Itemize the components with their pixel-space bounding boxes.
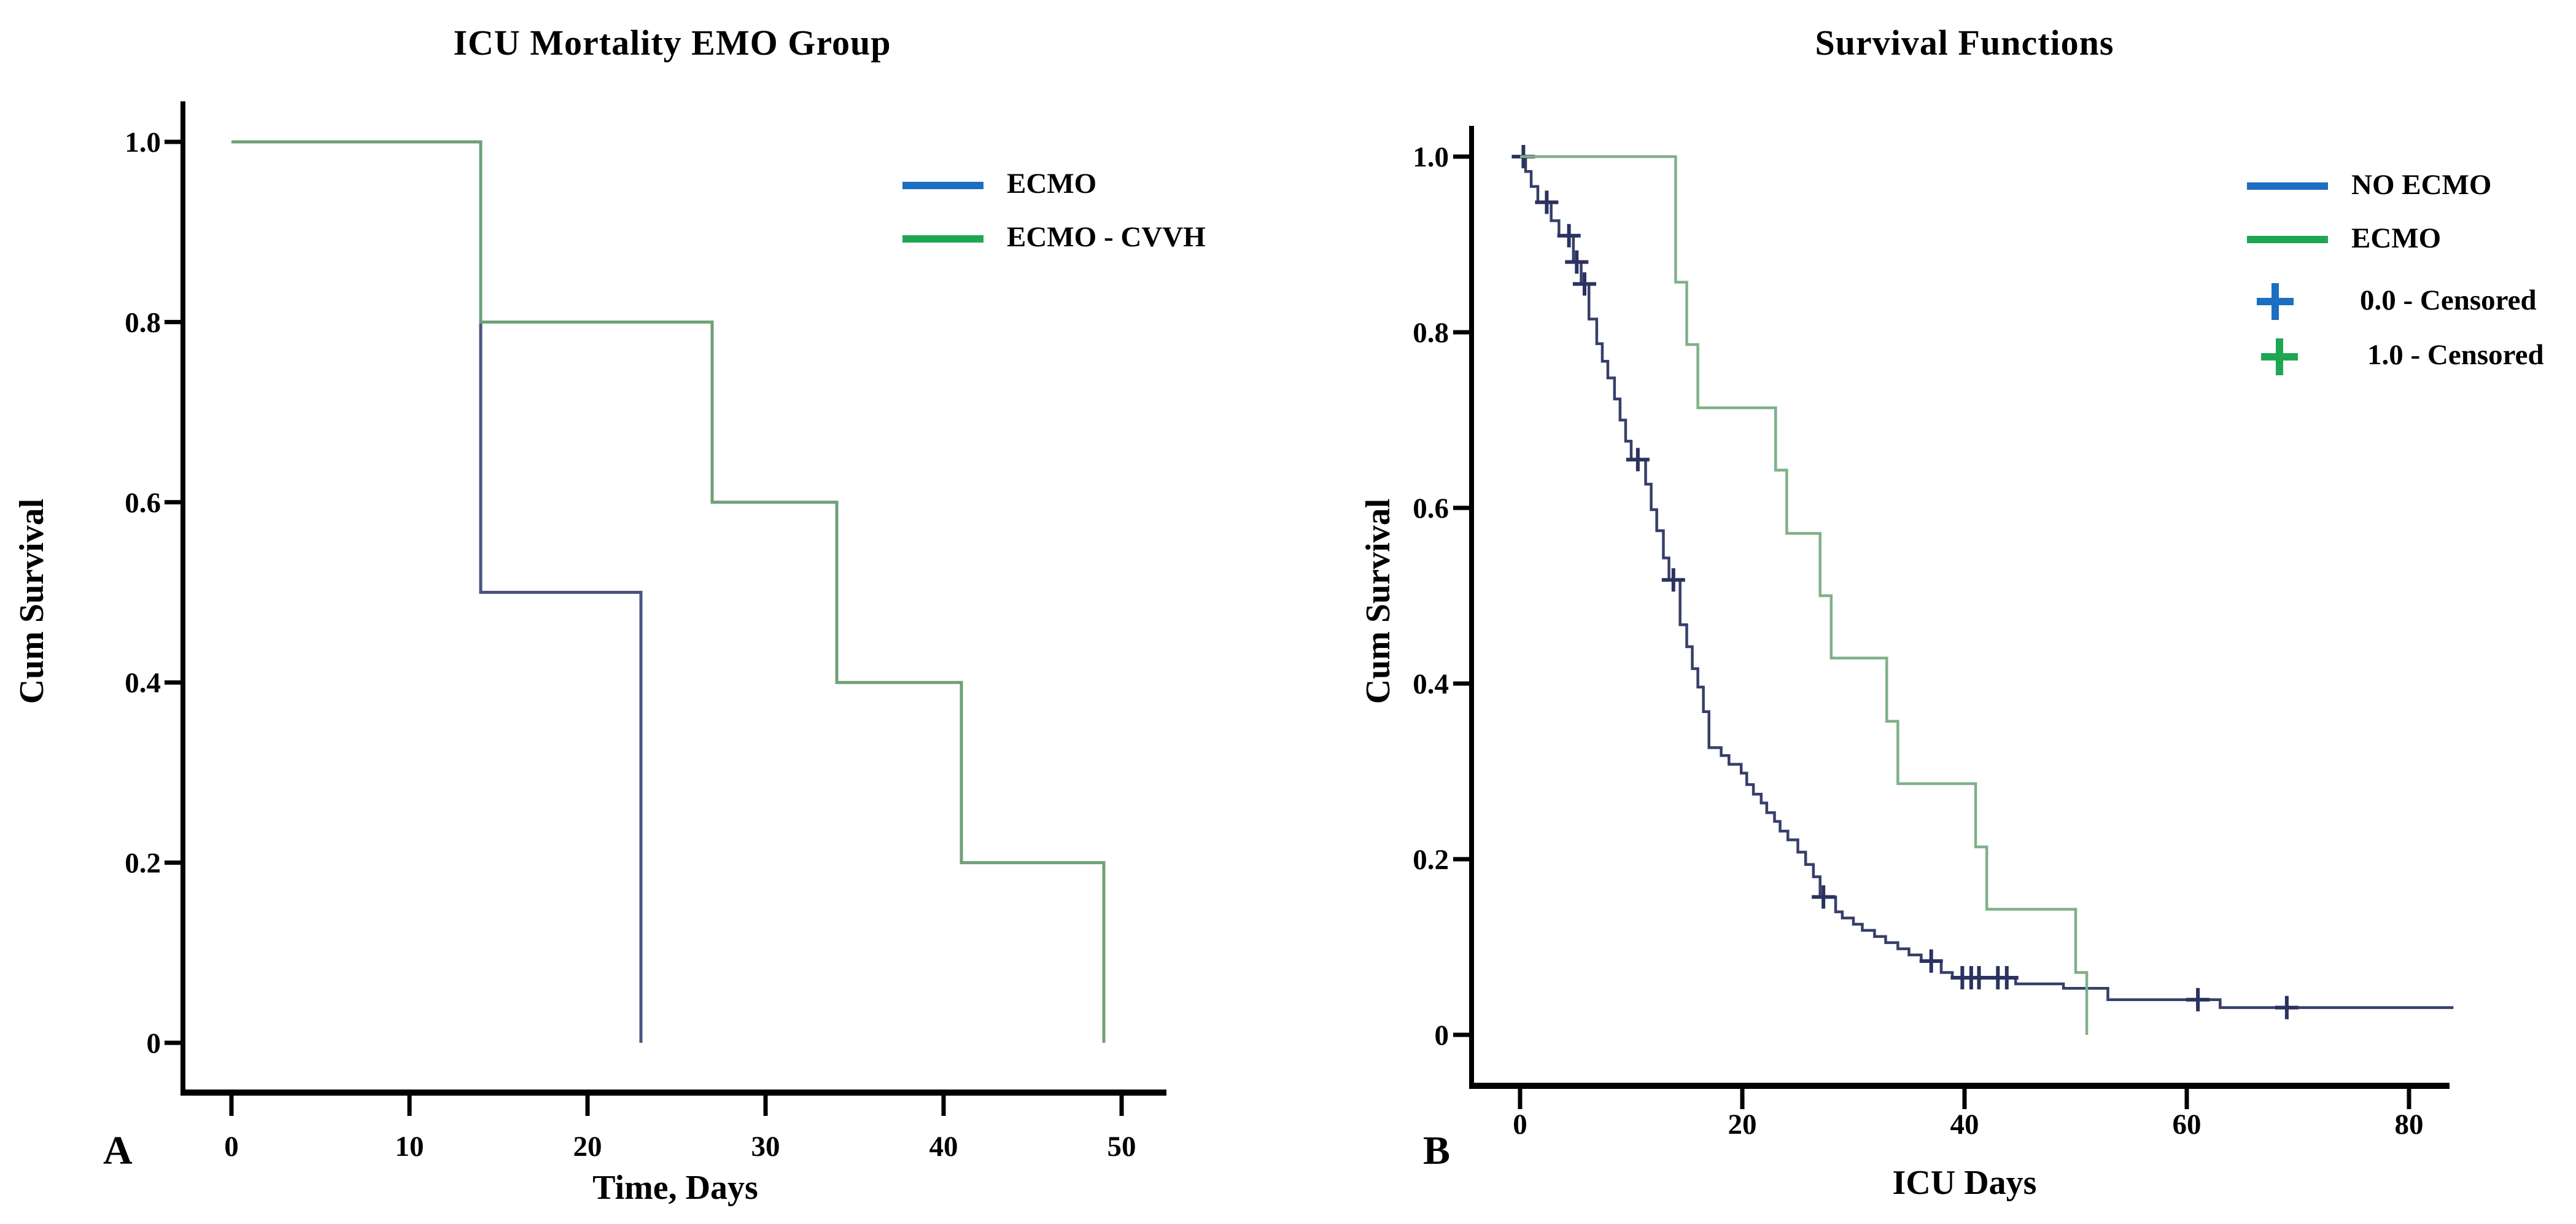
panel-b-letter: B	[1423, 1128, 1451, 1173]
legend-label-no-ecmo: NO ECMO	[2351, 169, 2492, 201]
panel-a-x-tick-label: 10	[395, 1131, 424, 1163]
panel-b-x-tick-label: 60	[2173, 1109, 2202, 1140]
censored-plus-icon-green	[2260, 337, 2299, 376]
legend-label-censored-00: 0.0 - Censored	[2360, 284, 2537, 316]
censored-plus-icon-blue	[2256, 282, 2295, 321]
legend-label-ecmo-cvvh: ECMO - CVVH	[1007, 221, 1206, 253]
panel-b-y-tick-label: 0.2	[1413, 844, 1449, 876]
panel-b-x-tick-label: 40	[1950, 1109, 1979, 1140]
panel-b-y-tick-label: 1.0	[1413, 141, 1449, 173]
panel-a-y-tick-label: 0.2	[125, 848, 161, 879]
panel-a-y-tick-label: 0.6	[125, 487, 161, 519]
panel-b-x-axis-label: ICU Days	[1892, 1164, 2037, 1202]
panel-a-x-tick-label: 0	[224, 1131, 239, 1163]
panel-a-y-tick-label: 0.4	[125, 667, 161, 699]
panel-b-y-tick-label: 0.8	[1413, 317, 1449, 349]
legend-line-swatch-no-ecmo	[2247, 182, 2328, 190]
panel-a-y-tick-label: 1.0	[125, 127, 161, 158]
panel-b-km-curve-no-ecmo	[1520, 155, 2454, 1009]
panel-b-km-curve-ecmo	[1520, 155, 2089, 1035]
panel-b-y-tick-label: 0.6	[1413, 493, 1449, 524]
panel-a-km-curve-ecmo	[231, 140, 643, 1043]
panel-a-km-curve-ecmo---cvvh	[231, 140, 1106, 1043]
legend-line-swatch-ecmo-cvvh	[902, 235, 983, 243]
panel-a-title: ICU Mortality EMO Group	[453, 23, 891, 63]
panel-a-x-tick-label: 30	[751, 1131, 780, 1163]
panel-b-y-tick-label: 0.4	[1413, 668, 1449, 700]
legend-line-swatch-ecmo	[902, 182, 983, 189]
legend-label-censored-10: 1.0 - Censored	[2367, 339, 2544, 371]
panel-a-letter: A	[103, 1128, 133, 1173]
panel-a-x-tick-label: 40	[929, 1131, 958, 1163]
legend-line-swatch-ecmo-b	[2247, 236, 2328, 243]
panel-a-x-axis-label: Time, Days	[592, 1169, 758, 1207]
panel-a-x-tick-label: 20	[573, 1131, 602, 1163]
legend-label-ecmo: ECMO	[1007, 168, 1097, 200]
legend-label-ecmo-b: ECMO	[2351, 222, 2442, 254]
panel-b-x-tick-label: 0	[1513, 1109, 1527, 1140]
panel-a-y-axis-label: Cum Survival	[13, 498, 51, 704]
panel-b-x-tick-label: 80	[2395, 1109, 2424, 1140]
panel-a-y-tick-label: 0.8	[125, 306, 161, 338]
panel-b-y-axis-label: Cum Survival	[1359, 498, 1397, 704]
panel-b-y-tick-label: 0	[1435, 1019, 1449, 1051]
panel-a-y-tick-label: 0	[147, 1027, 161, 1059]
panel-b-x-tick-label: 20	[1728, 1109, 1757, 1140]
panel-b-title: Survival Functions	[1815, 23, 2114, 63]
panel-a-x-tick-label: 50	[1108, 1131, 1136, 1163]
